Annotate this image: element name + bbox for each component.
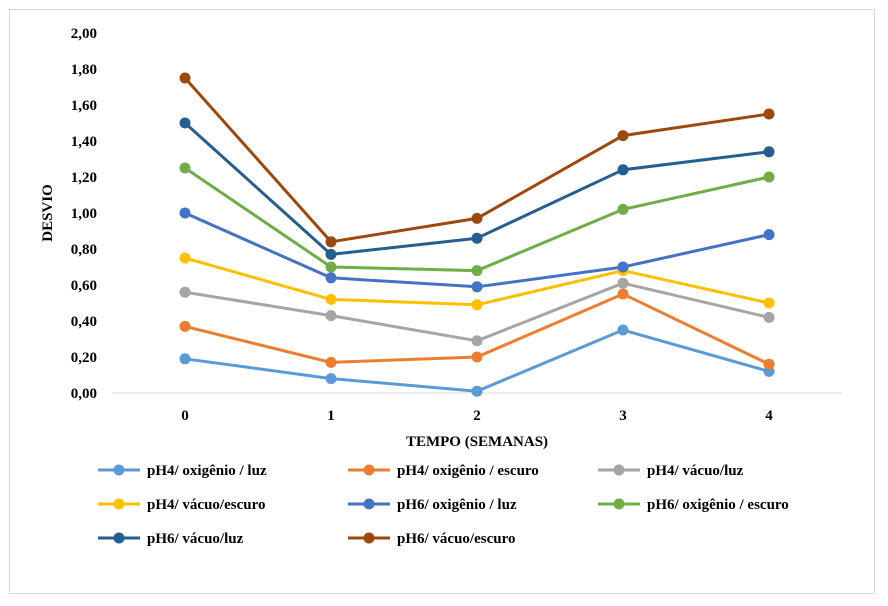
legend-item: pH4/ oxigênio / escuro <box>348 463 539 479</box>
data-point <box>179 117 191 129</box>
data-point <box>179 252 191 264</box>
legend-swatch-marker <box>363 464 375 476</box>
series-7 <box>179 117 775 260</box>
legend-swatch-marker <box>113 532 125 544</box>
y-tick-label: 0,80 <box>71 242 97 258</box>
x-tick-label: 2 <box>473 408 481 424</box>
series-8 <box>179 72 775 248</box>
x-tick-label: 0 <box>181 408 189 424</box>
data-point <box>471 299 483 311</box>
data-point <box>471 385 483 397</box>
data-point <box>617 324 629 336</box>
legend-item: pH6/ oxigênio / escuro <box>598 497 789 513</box>
chart-frame <box>9 9 875 594</box>
legend-label: pH6/ vácuo/luz <box>147 531 244 547</box>
x-axis-title: TEMPO (SEMANAS) <box>406 434 548 450</box>
data-point <box>763 146 775 158</box>
legend-swatch-marker <box>363 532 375 544</box>
data-point <box>325 272 337 284</box>
data-point <box>325 236 337 248</box>
data-point <box>763 171 775 183</box>
legend-swatch-marker <box>613 498 625 510</box>
series-6 <box>179 162 775 277</box>
legend-swatch-marker <box>113 498 125 510</box>
y-tick-label: 0,20 <box>71 350 97 366</box>
data-point <box>325 310 337 322</box>
legend: pH4/ oxigênio / luz pH4/ oxigênio / escur… <box>98 463 789 547</box>
x-axis-ticks: 0 1 2 3 4 <box>181 408 773 424</box>
legend-label: pH4/ oxigênio / luz <box>147 463 267 479</box>
legend-label: pH4/ vácuo/luz <box>647 463 744 479</box>
y-tick-label: 0,60 <box>71 278 97 294</box>
y-tick-label: 2,00 <box>71 26 97 42</box>
data-point <box>471 351 483 363</box>
legend-item: pH4/ oxigênio / luz <box>98 463 267 479</box>
legend-item: pH6/ oxigênio / luz <box>348 497 517 513</box>
data-point <box>763 358 775 370</box>
data-point <box>471 232 483 244</box>
data-point <box>471 281 483 293</box>
data-point <box>179 207 191 219</box>
y-tick-label: 1,40 <box>71 134 97 150</box>
data-point <box>617 288 629 300</box>
y-tick-label: 1,00 <box>71 206 97 222</box>
series-2 <box>179 288 775 370</box>
data-point <box>471 265 483 277</box>
legend-label: pH6/ oxigênio / escuro <box>647 497 789 513</box>
data-point <box>325 373 337 385</box>
data-point <box>763 311 775 323</box>
data-point <box>617 277 629 289</box>
data-point <box>325 248 337 260</box>
legend-label: pH6/ vácuo/escuro <box>397 531 515 547</box>
data-point <box>617 164 629 176</box>
data-point <box>179 162 191 174</box>
data-point <box>763 297 775 309</box>
data-point <box>325 261 337 273</box>
y-axis-title: DESVIO <box>40 184 56 242</box>
legend-item: pH6/ vácuo/luz <box>98 531 244 547</box>
legend-label: pH4/ vácuo/escuro <box>147 497 265 513</box>
series-3 <box>179 277 775 347</box>
data-point <box>325 356 337 368</box>
legend-swatch-marker <box>363 498 375 510</box>
x-tick-label: 1 <box>327 408 335 424</box>
legend-item: pH4/ vácuo/escuro <box>98 497 265 513</box>
y-tick-label: 0,00 <box>71 386 97 402</box>
data-point <box>617 261 629 273</box>
data-point <box>179 353 191 365</box>
data-point <box>471 335 483 347</box>
data-point <box>179 286 191 298</box>
legend-swatch-marker <box>113 464 125 476</box>
y-tick-label: 1,80 <box>71 62 97 78</box>
y-axis-ticks: 0,00 0,20 0,40 0,60 0,80 1,00 1,20 1,40 1,60 1,80… <box>71 26 97 402</box>
legend-item: pH6/ vácuo/escuro <box>348 531 515 547</box>
series-4 <box>179 252 775 311</box>
y-tick-label: 0,40 <box>71 314 97 330</box>
data-point <box>471 212 483 224</box>
data-point <box>325 293 337 305</box>
series-layer <box>179 72 775 397</box>
data-point <box>179 320 191 332</box>
legend-item: pH4/ vácuo/luz <box>598 463 744 479</box>
legend-label: pH4/ oxigênio / escuro <box>397 463 539 479</box>
x-tick-label: 4 <box>765 408 773 424</box>
data-point <box>179 72 191 84</box>
data-point <box>763 229 775 241</box>
y-tick-label: 1,60 <box>71 98 97 114</box>
legend-swatch-marker <box>613 464 625 476</box>
legend-label: pH6/ oxigênio / luz <box>397 497 517 513</box>
data-point <box>763 108 775 120</box>
data-point <box>617 203 629 215</box>
y-tick-label: 1,20 <box>71 170 97 186</box>
series-5 <box>179 207 775 293</box>
data-point <box>617 130 629 142</box>
x-tick-label: 3 <box>619 408 627 424</box>
